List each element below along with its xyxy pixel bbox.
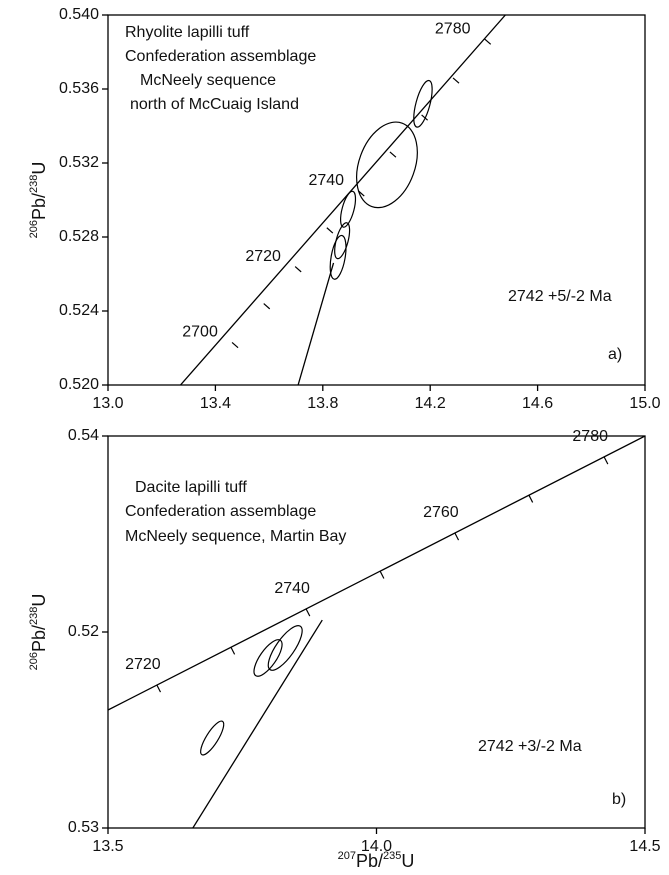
- age-tick: [230, 647, 236, 655]
- age-tick: [421, 114, 429, 121]
- age-label: 2780: [435, 20, 471, 37]
- sample-description: Confederation assemblage: [125, 503, 316, 520]
- age-label: 2700: [182, 324, 218, 341]
- x-tick-label: 14.0: [361, 838, 392, 855]
- x-tick-label: 13.5: [92, 838, 123, 855]
- panel: 13.5 14.0 14.5 0.53 0.52 0.54 2720 2740 2760 2780…: [28, 427, 661, 871]
- age-tick: [452, 77, 460, 84]
- panel-label: a): [608, 346, 622, 363]
- y-tick-label: 0.532: [59, 154, 99, 171]
- axis-label-part: U: [29, 594, 49, 607]
- age-label: 2720: [125, 656, 161, 673]
- y-tick-label: 0.53: [68, 819, 99, 836]
- age-label: 2720: [245, 248, 281, 265]
- axis-label: 207Pb/235U: [338, 850, 415, 871]
- age-tick: [603, 456, 609, 465]
- x-tick-label: 14.6: [522, 395, 553, 412]
- discordia-line: [297, 262, 335, 385]
- error-ellipse: [413, 79, 433, 128]
- error-ellipse: [339, 190, 357, 228]
- age-tick: [528, 495, 534, 503]
- discordia-line: [192, 619, 323, 828]
- error-ellipse: [200, 720, 225, 756]
- sample-description: Rhyolite lapilli tuff: [125, 24, 250, 41]
- y-tick-label: 0.52: [68, 623, 99, 640]
- axis-label: 206Pb/238U: [28, 162, 49, 239]
- y-tick-label: 0.524: [59, 302, 99, 319]
- concordia-curve: [180, 15, 506, 385]
- age-tick: [484, 38, 492, 45]
- axis-label-superscript: 206: [28, 220, 40, 238]
- y-tick-label: 0.540: [59, 6, 99, 23]
- axis-label-part: Pb/: [29, 625, 49, 652]
- x-tick-label: 14.2: [415, 395, 446, 412]
- axis-label-part: U: [29, 162, 49, 175]
- axis-label-part: Pb/: [356, 851, 383, 871]
- axis-label-superscript: 206: [28, 652, 40, 670]
- age-tick: [389, 151, 397, 158]
- axis-label-part: Pb/: [29, 193, 49, 220]
- age-tick: [326, 227, 334, 234]
- plot-area: [108, 436, 645, 828]
- age-label: 2740: [274, 580, 310, 597]
- age-label: 2780: [572, 428, 608, 445]
- x-tick-label: 15.0: [629, 395, 660, 412]
- age-tick: [263, 303, 271, 310]
- axis-label-superscript: 235: [383, 850, 401, 862]
- age-tick: [156, 684, 162, 693]
- age-tick: [231, 341, 239, 349]
- y-tick-label: 0.520: [59, 376, 99, 393]
- age-tick: [379, 571, 385, 579]
- y-tick-label: 0.528: [59, 228, 99, 245]
- plot-frame: [107, 14, 646, 386]
- plot-area: [180, 15, 506, 385]
- error-ellipse: [267, 625, 303, 671]
- panel: 13.0 13.4 13.8 14.2 14.6 15.0 0.520 0.524 0.528 0…: [28, 6, 661, 412]
- axis-label-part: U: [401, 851, 414, 871]
- sample-description: Confederation assemblage: [125, 48, 316, 65]
- concordia-curve: [108, 436, 645, 711]
- sample-description: north of McCuaig Island: [130, 96, 299, 113]
- axis-label-superscript: 238: [28, 607, 40, 625]
- age-annotation: 2742 +3/-2 Ma: [478, 738, 582, 755]
- axis-label: 206Pb/238U: [28, 594, 49, 671]
- age-label: 2760: [423, 504, 459, 521]
- y-tick-label: 0.536: [59, 80, 99, 97]
- panel-label: b): [612, 791, 626, 808]
- y-tick-label: 0.54: [68, 427, 99, 444]
- age-label: 2740: [308, 172, 344, 189]
- error-ellipse: [329, 234, 347, 280]
- error-ellipse: [253, 639, 283, 677]
- age-tick: [294, 266, 302, 273]
- age-tick: [305, 608, 311, 617]
- axis-label-superscript: 238: [28, 175, 40, 193]
- axis-label-superscript: 207: [338, 850, 356, 862]
- error-ellipse: [356, 121, 418, 209]
- age-tick: [454, 532, 460, 541]
- x-tick-label: 13.0: [92, 395, 123, 412]
- sample-description: McNeely sequence, Martin Bay: [125, 528, 346, 545]
- sample-description: Dacite lapilli tuff: [135, 479, 247, 496]
- age-annotation: 2742 +5/-2 Ma: [508, 288, 612, 305]
- x-tick-label: 13.4: [200, 395, 231, 412]
- x-tick-label: 13.8: [307, 395, 338, 412]
- sample-description: McNeely sequence: [140, 72, 276, 89]
- x-tick-label: 14.5: [629, 838, 660, 855]
